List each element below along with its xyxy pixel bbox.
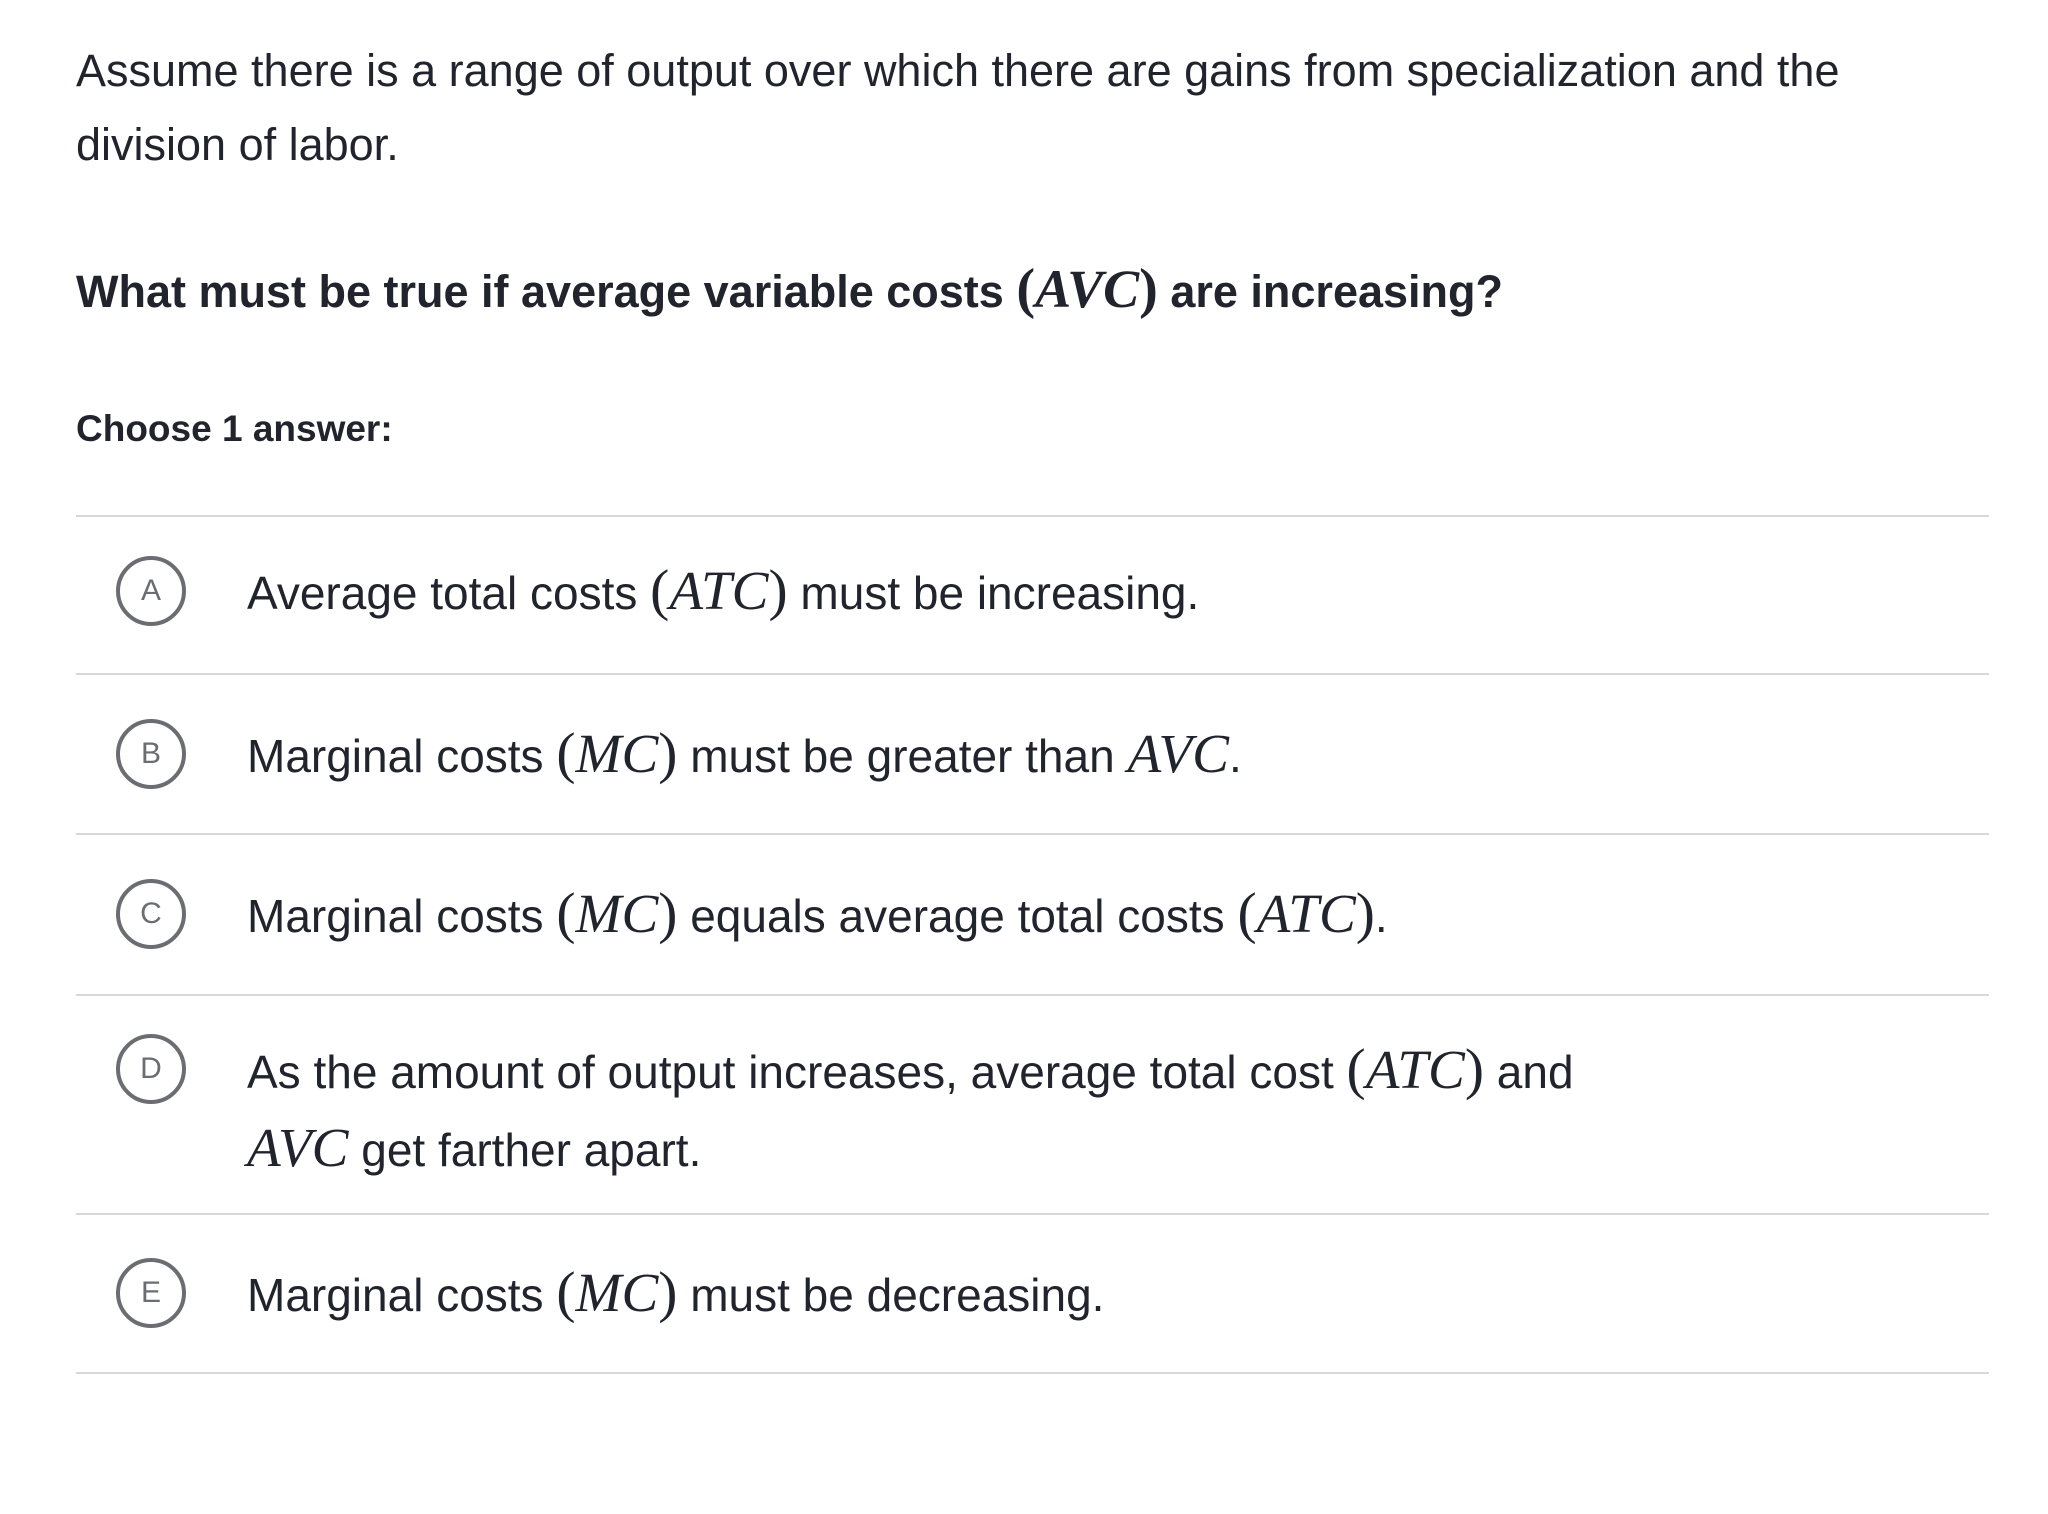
choice-d-text: As the amount of output increases, avera… xyxy=(247,1032,1997,1188)
choice-e[interactable]: E Marginal costs (MC) must be decreasing… xyxy=(76,1215,1989,1372)
question-part: are increasing? xyxy=(1157,266,1503,317)
paren: ( xyxy=(1237,882,1257,945)
paren: ) xyxy=(658,882,678,945)
math: MC xyxy=(575,723,659,784)
paren: ( xyxy=(556,722,576,785)
choice-c-radio[interactable]: C xyxy=(116,879,186,949)
t: . xyxy=(1374,890,1388,942)
choice-c-text: Marginal costs (MC) equals average total… xyxy=(247,876,1997,954)
divider xyxy=(76,833,1989,835)
math: ATC xyxy=(669,560,769,621)
t: must be increasing. xyxy=(787,567,1200,619)
paren: ) xyxy=(1139,258,1158,320)
divider xyxy=(76,673,1989,675)
divider xyxy=(76,515,1989,517)
choice-a[interactable]: A Average total costs (ATC) must be incr… xyxy=(76,517,1989,673)
intro-text: Assume there is a range of output over w… xyxy=(76,45,1840,170)
t: and xyxy=(1484,1046,1574,1098)
paren: ( xyxy=(1016,258,1036,320)
t: Marginal costs xyxy=(247,890,557,942)
instruction: Choose 1 answer: xyxy=(76,408,393,449)
choice-b[interactable]: B Marginal costs (MC) must be greater th… xyxy=(76,675,1989,832)
math: MC xyxy=(575,1262,659,1323)
paren: ( xyxy=(1346,1038,1366,1101)
paren: ) xyxy=(768,559,788,622)
paren: ) xyxy=(1355,882,1375,945)
math: MC xyxy=(575,883,659,944)
choice-a-text: Average total costs (ATC) must be increa… xyxy=(247,553,1997,631)
divider xyxy=(76,1372,1989,1374)
math: ATC xyxy=(1365,1039,1465,1100)
choice-d[interactable]: D As the amount of output increases, ave… xyxy=(76,996,1989,1213)
choice-e-radio[interactable]: E xyxy=(116,1258,186,1328)
divider xyxy=(76,994,1989,996)
divider xyxy=(76,1213,1989,1215)
t: Marginal costs xyxy=(247,730,557,782)
t: equals average total costs xyxy=(677,890,1238,942)
paren: ( xyxy=(556,1261,576,1324)
paren: ( xyxy=(556,882,576,945)
paren: ) xyxy=(658,722,678,785)
paren: ) xyxy=(1464,1038,1485,1101)
choice-b-text: Marginal costs (MC) must be greater than… xyxy=(247,716,1997,794)
math: AVC xyxy=(247,1117,349,1178)
t: . xyxy=(1228,730,1242,782)
t: must be greater than xyxy=(677,730,1128,782)
paren: ( xyxy=(650,559,670,622)
math: AVC xyxy=(1127,723,1229,784)
choice-a-radio[interactable]: A xyxy=(116,556,186,626)
choice-d-radio[interactable]: D xyxy=(116,1034,186,1104)
t: get farther apart. xyxy=(348,1124,702,1176)
question-part: What must be true if average variable co… xyxy=(76,266,1017,317)
question-text: What must be true if average variable co… xyxy=(76,252,1503,329)
t: Marginal costs xyxy=(247,1269,557,1321)
t: must be decreasing. xyxy=(677,1269,1105,1321)
math-avc: AVC xyxy=(1035,259,1140,319)
t: Average total costs xyxy=(247,567,651,619)
choice-e-text: Marginal costs (MC) must be decreasing. xyxy=(247,1255,1997,1333)
t: As the amount of output increases, avera… xyxy=(247,1046,1347,1098)
choice-c[interactable]: C Marginal costs (MC) equals average tot… xyxy=(76,835,1989,994)
paren: ) xyxy=(658,1261,678,1324)
math: ATC xyxy=(1256,883,1356,944)
choice-b-radio[interactable]: B xyxy=(116,719,186,789)
